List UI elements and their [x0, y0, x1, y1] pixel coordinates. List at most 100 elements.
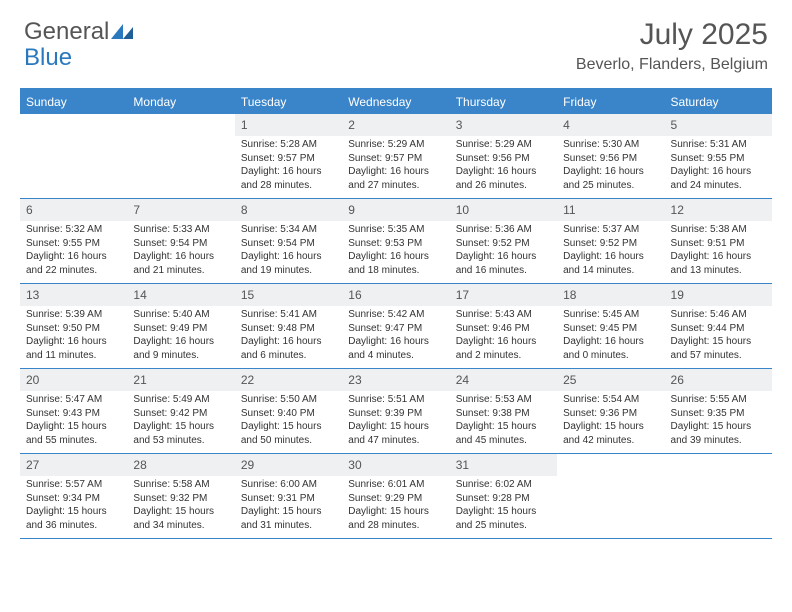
day-cell: 22Sunrise: 5:50 AMSunset: 9:40 PMDayligh… — [235, 369, 342, 453]
daylight-text: Daylight: 16 hours and 0 minutes. — [563, 335, 658, 362]
day-number: 15 — [235, 284, 342, 306]
weekday-header: Friday — [557, 90, 664, 114]
week-row: 13Sunrise: 5:39 AMSunset: 9:50 PMDayligh… — [20, 284, 772, 369]
sunset-text: Sunset: 9:40 PM — [241, 407, 336, 421]
day-details: Sunrise: 5:50 AMSunset: 9:40 PMDaylight:… — [235, 391, 342, 451]
sunset-text: Sunset: 9:31 PM — [241, 492, 336, 506]
sunrise-text: Sunrise: 5:54 AM — [563, 393, 658, 407]
daylight-text: Daylight: 15 hours and 36 minutes. — [26, 505, 121, 532]
sunset-text: Sunset: 9:55 PM — [26, 237, 121, 251]
sunset-text: Sunset: 9:52 PM — [456, 237, 551, 251]
daylight-text: Daylight: 16 hours and 9 minutes. — [133, 335, 228, 362]
day-cell: . — [665, 454, 772, 538]
sunrise-text: Sunrise: 5:36 AM — [456, 223, 551, 237]
day-details: Sunrise: 5:46 AMSunset: 9:44 PMDaylight:… — [665, 306, 772, 366]
sunrise-text: Sunrise: 5:34 AM — [241, 223, 336, 237]
week-row: ..1Sunrise: 5:28 AMSunset: 9:57 PMDaylig… — [20, 114, 772, 199]
sunset-text: Sunset: 9:54 PM — [133, 237, 228, 251]
sunset-text: Sunset: 9:53 PM — [348, 237, 443, 251]
day-cell: 20Sunrise: 5:47 AMSunset: 9:43 PMDayligh… — [20, 369, 127, 453]
sunset-text: Sunset: 9:48 PM — [241, 322, 336, 336]
day-cell: 10 Sunrise: 5:36 AMSunset: 9:52 PMDayligh… — [450, 199, 557, 283]
location: Beverlo, Flanders, Belgium — [576, 56, 768, 74]
daylight-text: Daylight: 16 hours and 21 minutes. — [133, 250, 228, 277]
sunset-text: Sunset: 9:50 PM — [26, 322, 121, 336]
day-cell: 8Sunrise: 5:34 AMSunset: 9:54 PMDaylight… — [235, 199, 342, 283]
day-cell: 21Sunrise: 5:49 AMSunset: 9:42 PMDayligh… — [127, 369, 234, 453]
week-row: 6Sunrise: 5:32 AMSunset: 9:55 PMDaylight… — [20, 199, 772, 284]
day-cell: 12Sunrise: 5:38 AMSunset: 9:51 PMDayligh… — [665, 199, 772, 283]
day-cell: 1Sunrise: 5:28 AMSunset: 9:57 PMDaylight… — [235, 114, 342, 198]
day-number: 21 — [127, 369, 234, 391]
day-details: Sunrise: 5:41 AMSunset: 9:48 PMDaylight:… — [235, 306, 342, 366]
day-details: Sunrise: 5:32 AMSunset: 9:55 PMDaylight:… — [20, 221, 127, 281]
sunset-text: Sunset: 9:55 PM — [671, 152, 766, 166]
day-details: Sunrise: 5:49 AMSunset: 9:42 PMDaylight:… — [127, 391, 234, 451]
day-cell: 24Sunrise: 5:53 AMSunset: 9:38 PMDayligh… — [450, 369, 557, 453]
day-cell: 18Sunrise: 5:45 AMSunset: 9:45 PMDayligh… — [557, 284, 664, 368]
day-details: Sunrise: 5:29 AMSunset: 9:56 PMDaylight:… — [450, 136, 557, 196]
daylight-text: Daylight: 16 hours and 24 minutes. — [671, 165, 766, 192]
week-row: 27Sunrise: 5:57 AMSunset: 9:34 PMDayligh… — [20, 454, 772, 539]
sunrise-text: Sunrise: 5:40 AM — [133, 308, 228, 322]
sunset-text: Sunset: 9:39 PM — [348, 407, 443, 421]
weekday-header: Wednesday — [342, 90, 449, 114]
day-number: 3 — [450, 114, 557, 136]
sunrise-text: Sunrise: 5:58 AM — [133, 478, 228, 492]
sunrise-text: Sunrise: 5:45 AM — [563, 308, 658, 322]
daylight-text: Daylight: 16 hours and 16 minutes. — [456, 250, 551, 277]
sunset-text: Sunset: 9:51 PM — [671, 237, 766, 251]
daylight-text: Daylight: 15 hours and 28 minutes. — [348, 505, 443, 532]
day-cell: 31Sunrise: 6:02 AMSunset: 9:28 PMDayligh… — [450, 454, 557, 538]
sunrise-text: Sunrise: 5:32 AM — [26, 223, 121, 237]
weekday-header: Thursday — [450, 90, 557, 114]
day-cell: 15Sunrise: 5:41 AMSunset: 9:48 PMDayligh… — [235, 284, 342, 368]
day-details: Sunrise: 6:02 AMSunset: 9:28 PMDaylight:… — [450, 476, 557, 536]
day-cell: 16Sunrise: 5:42 AMSunset: 9:47 PMDayligh… — [342, 284, 449, 368]
daylight-text: Daylight: 15 hours and 50 minutes. — [241, 420, 336, 447]
logo-text-blue: Blue — [24, 44, 72, 71]
day-number: 9 — [342, 199, 449, 221]
day-cell: 14Sunrise: 5:40 AMSunset: 9:49 PMDayligh… — [127, 284, 234, 368]
sunset-text: Sunset: 9:57 PM — [241, 152, 336, 166]
daylight-text: Daylight: 15 hours and 34 minutes. — [133, 505, 228, 532]
day-details: Sunrise: 5:42 AMSunset: 9:47 PMDaylight:… — [342, 306, 449, 366]
title-block: July 2025 Beverlo, Flanders, Belgium — [576, 18, 768, 74]
day-number: 27 — [20, 454, 127, 476]
month-title: July 2025 — [576, 18, 768, 52]
sunrise-text: Sunrise: 5:29 AM — [348, 138, 443, 152]
sunrise-text: Sunrise: 5:41 AM — [241, 308, 336, 322]
daylight-text: Daylight: 16 hours and 22 minutes. — [26, 250, 121, 277]
header: General July 2025 Beverlo, Flanders, Bel… — [0, 0, 792, 80]
daylight-text: Daylight: 15 hours and 39 minutes. — [671, 420, 766, 447]
daylight-text: Daylight: 16 hours and 27 minutes. — [348, 165, 443, 192]
day-details: Sunrise: 5:57 AMSunset: 9:34 PMDaylight:… — [20, 476, 127, 536]
daylight-text: Daylight: 16 hours and 4 minutes. — [348, 335, 443, 362]
day-number: 8 — [235, 199, 342, 221]
day-number: 7 — [127, 199, 234, 221]
daylight-text: Daylight: 15 hours and 25 minutes. — [456, 505, 551, 532]
sunset-text: Sunset: 9:47 PM — [348, 322, 443, 336]
day-number: 10 — [450, 199, 557, 221]
day-number: 28 — [127, 454, 234, 476]
day-details: Sunrise: 5:29 AMSunset: 9:57 PMDaylight:… — [342, 136, 449, 196]
day-cell: 7Sunrise: 5:33 AMSunset: 9:54 PMDaylight… — [127, 199, 234, 283]
daylight-text: Daylight: 15 hours and 57 minutes. — [671, 335, 766, 362]
daylight-text: Daylight: 16 hours and 18 minutes. — [348, 250, 443, 277]
sunset-text: Sunset: 9:29 PM — [348, 492, 443, 506]
weekday-header: Monday — [127, 90, 234, 114]
daylight-text: Daylight: 16 hours and 14 minutes. — [563, 250, 658, 277]
sunrise-text: Sunrise: 5:47 AM — [26, 393, 121, 407]
daylight-text: Daylight: 16 hours and 6 minutes. — [241, 335, 336, 362]
day-cell: 11Sunrise: 5:37 AMSunset: 9:52 PMDayligh… — [557, 199, 664, 283]
day-cell: . — [20, 114, 127, 198]
weekday-header: Tuesday — [235, 90, 342, 114]
sunrise-text: Sunrise: 5:51 AM — [348, 393, 443, 407]
day-number: 11 — [557, 199, 664, 221]
sunrise-text: Sunrise: 5:30 AM — [563, 138, 658, 152]
sunset-text: Sunset: 9:43 PM — [26, 407, 121, 421]
day-details: Sunrise: 5:28 AMSunset: 9:57 PMDaylight:… — [235, 136, 342, 196]
weekday-header-row: Sunday Monday Tuesday Wednesday Thursday… — [20, 90, 772, 114]
day-number: 6 — [20, 199, 127, 221]
sunrise-text: Sunrise: 6:00 AM — [241, 478, 336, 492]
